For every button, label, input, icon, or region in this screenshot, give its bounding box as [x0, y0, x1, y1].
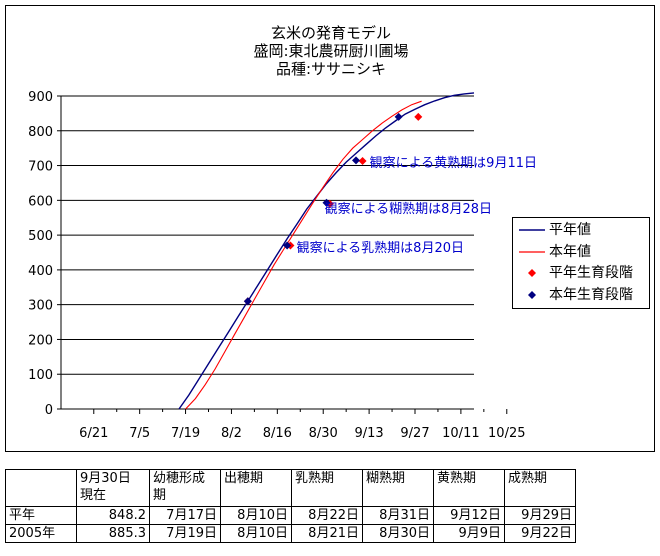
x-tick-label: 6/21 [79, 426, 108, 441]
chart-title-line-1: 玄米の発育モデル [270, 24, 391, 42]
x-tick-label: 8/16 [263, 426, 292, 441]
x-tick-label: 9/13 [355, 426, 384, 441]
table-cell: 7月19日 [149, 524, 221, 543]
y-tick-label: 900 [28, 90, 53, 105]
legend-item-normal-stage: 平年生育段階 [513, 263, 649, 283]
x-tick-label: 7/19 [171, 426, 200, 441]
x-tick-label: 8/2 [221, 426, 242, 441]
series-2-diamond-point [358, 157, 367, 166]
y-tick-label: 500 [28, 229, 53, 244]
series-3-diamond-point [394, 112, 403, 121]
annotation-label: 観察による黄熟期は9月11日 [370, 155, 537, 171]
x-tick-label: 10/25 [488, 426, 525, 441]
header-line: 幼穂形成 [153, 471, 206, 486]
table-cell: 7月17日 [149, 506, 221, 525]
y-tick-label: 200 [28, 333, 53, 348]
annotation-label: 観察による糊熟期は8月28日 [325, 201, 492, 217]
table-cell: 8月21日 [291, 524, 363, 543]
legend-diamond-red-icon [528, 269, 536, 277]
series-2-diamond-point [414, 112, 423, 121]
legend-label: 本年生育段階 [549, 287, 633, 303]
series-3-diamond-point [322, 198, 331, 207]
table-cell: 8月30日 [362, 524, 434, 543]
legend-item-normal-line: 平年値 [513, 220, 649, 240]
header-line: 現在 [80, 488, 107, 503]
table-cell: 8月10日 [220, 506, 292, 525]
table-cell: 9月9日 [433, 524, 505, 543]
table-cell: 9月12日 [433, 506, 505, 525]
x-tick-label: 7/5 [129, 426, 150, 441]
legend-label: 平年値 [549, 222, 591, 238]
series-line-1 [185, 100, 422, 410]
growth-stage-table: 9月30日現在 幼穂形成期 出穂期 乳熟期 糊熟期 黄熟期 成熟期 平年 848… [5, 469, 576, 543]
table-header-cell: 乳熟期 [291, 469, 363, 507]
header-line: 9月30日 [80, 471, 131, 486]
legend-item-current-stage: 本年生育段階 [513, 285, 649, 305]
x-tick-label: 10/11 [442, 426, 479, 441]
y-tick-label: 700 [28, 160, 53, 175]
x-tick-label: 9/27 [400, 426, 429, 441]
table-cell: 885.3 [76, 524, 150, 543]
legend-item-current-line: 本年値 [513, 242, 649, 262]
y-tick-label: 300 [28, 299, 53, 314]
legend: 平年値 本年値 平年生育段階 本年生育段階 [512, 217, 650, 309]
series-3-diamond-point [352, 156, 360, 165]
table-header-cell: 出穂期 [220, 469, 292, 507]
y-tick-label: 0 [45, 403, 53, 418]
table-cell: 9月22日 [504, 524, 576, 543]
table-cell: 848.2 [76, 506, 150, 525]
chart-frame: 玄米の発育モデル 盛岡:東北農研厨川圃場 品種:ササニシキ 0 100 200 300… [5, 5, 655, 452]
chart-plot: 0 100 200 300 400 500 600 700 800 900 6/21 7/5 7/19 8… [28, 90, 537, 441]
table-header-cell: 糊熟期 [362, 469, 434, 507]
table-row: 2005年 885.3 7月19日 8月10日 8月21日 8月30日 9月9日… [5, 524, 576, 543]
legend-line-red-icon [519, 251, 545, 253]
table-cell: 8月10日 [220, 524, 292, 543]
y-tick-label: 800 [28, 125, 53, 140]
series-line-0 [178, 92, 475, 410]
table-header-cell: 9月30日現在 [76, 469, 150, 507]
annotation-label: 観察による乳熟期は8月20日 [297, 240, 464, 256]
y-tick-label: 400 [28, 264, 53, 279]
legend-line-navy-icon [519, 229, 545, 231]
table-cell: 9月29日 [504, 506, 576, 525]
table-row: 平年 848.2 7月17日 8月10日 8月22日 8月31日 9月12日 9… [5, 506, 576, 525]
legend-diamond-navy-icon [528, 291, 536, 299]
table-header-cell: 幼穂形成期 [149, 469, 221, 507]
table-header-cell [5, 469, 77, 507]
table-cell: 8月22日 [291, 506, 363, 525]
x-tick-label: 8/30 [309, 426, 338, 441]
legend-label: 平年生育段階 [549, 265, 633, 281]
series-3-diamond-point [283, 241, 292, 250]
table-cell: 8月31日 [362, 506, 434, 525]
y-tick-label: 100 [28, 368, 53, 383]
legend-label: 本年値 [549, 244, 591, 260]
series-3-diamond-point [243, 297, 252, 306]
chart-title-line-2: 盛岡:東北農研厨川圃場 [253, 42, 409, 60]
table-header-cell: 成熟期 [504, 469, 576, 507]
chart-title-line-3: 品種:ササニシキ [275, 60, 387, 78]
table-header-cell: 黄熟期 [433, 469, 505, 507]
y-tick-label: 600 [28, 194, 53, 209]
table-cell-label: 2005年 [5, 524, 77, 543]
table-header-row: 9月30日現在 幼穂形成期 出穂期 乳熟期 糊熟期 黄熟期 成熟期 [5, 469, 576, 507]
table-cell-label: 平年 [5, 506, 77, 525]
header-line: 期 [153, 488, 167, 503]
